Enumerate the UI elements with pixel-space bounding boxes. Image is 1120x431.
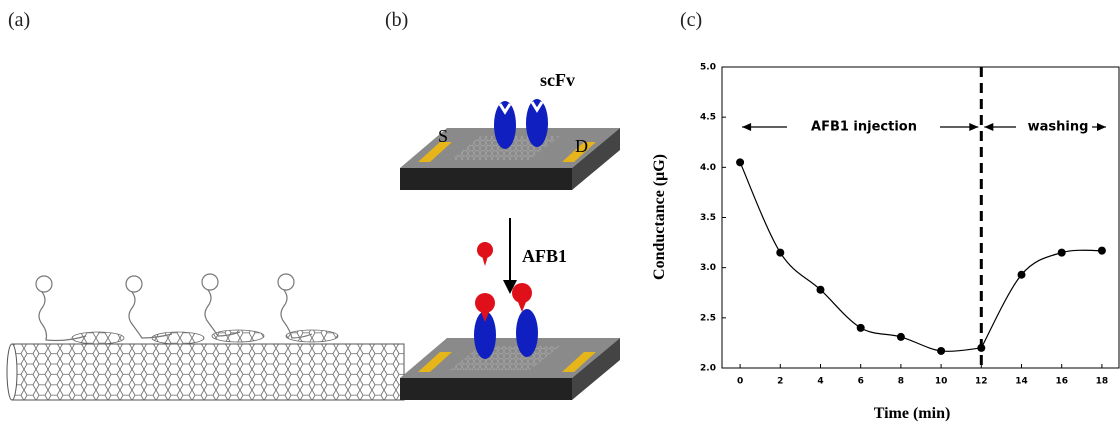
y-tick-label: 4.0 [700, 163, 716, 173]
drain-label: D [575, 136, 588, 156]
data-point [1098, 247, 1106, 255]
y-tick-label: 2.0 [700, 364, 716, 374]
fit-curve [740, 162, 981, 351]
data-point [816, 286, 824, 294]
data-point [1018, 271, 1026, 279]
y-tick-label: 3.5 [700, 213, 716, 223]
plot-frame [722, 67, 1119, 368]
data-point [897, 333, 905, 341]
y-tick-label: 3.0 [700, 263, 716, 273]
y-axis-label: Conductance (μG) [651, 154, 668, 280]
y-tick-label: 2.5 [700, 313, 716, 323]
panel-label: (a) [8, 9, 30, 31]
source-label: S [438, 126, 448, 146]
arrow-head [1097, 123, 1106, 131]
nanotube-diagram [7, 274, 404, 400]
y-tick-label: 4.5 [700, 113, 716, 123]
arrow-head [742, 123, 751, 131]
x-tick-label: 0 [737, 377, 743, 387]
figure: (a) (b) (c) [0, 0, 1120, 431]
x-tick-label: 4 [817, 377, 823, 387]
x-axis-label: Time (min) [874, 405, 951, 422]
x-tick-label: 16 [1055, 377, 1068, 387]
arrow-head [969, 123, 978, 131]
antibody-label: scFv [540, 70, 575, 90]
data-point [937, 347, 945, 355]
data-point [857, 324, 865, 332]
x-tick-label: 2 [777, 377, 783, 387]
data-point [776, 249, 784, 257]
annotation: washing [1028, 120, 1089, 135]
x-tick-label: 10 [935, 377, 948, 387]
panel-label: (b) [385, 9, 408, 31]
arrow-head [984, 123, 993, 131]
annotation: AFB1 injection [811, 120, 917, 135]
data-point [1058, 249, 1066, 257]
x-tick-label: 14 [1015, 377, 1028, 387]
x-tick-label: 6 [858, 377, 864, 387]
analyte-label: AFB1 [522, 246, 567, 266]
fit-curve [981, 250, 1102, 348]
x-tick-label: 12 [975, 377, 988, 387]
x-tick-label: 18 [1096, 377, 1109, 387]
data-point [977, 344, 985, 352]
y-tick-label: 5.0 [700, 63, 716, 73]
data-point [736, 158, 744, 166]
panel-label: (c) [680, 9, 702, 31]
x-tick-label: 8 [898, 377, 904, 387]
